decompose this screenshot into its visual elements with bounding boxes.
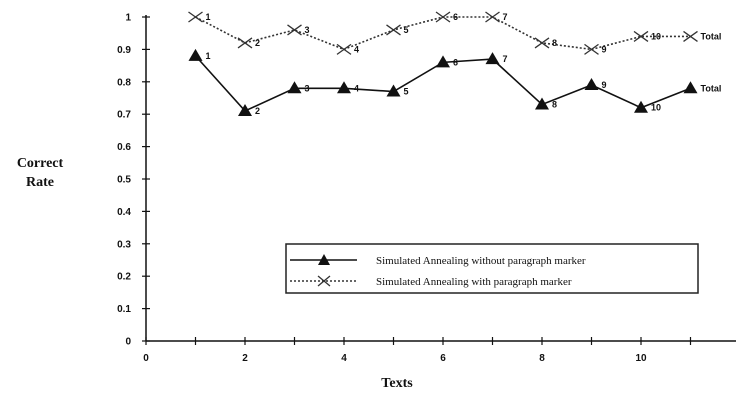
data-point-label: 9 bbox=[602, 80, 607, 90]
data-point-cross bbox=[485, 11, 500, 23]
legend-box bbox=[285, 243, 699, 294]
x-tick-label: 6 bbox=[440, 353, 446, 364]
data-point-cross bbox=[386, 24, 401, 36]
data-point-cross bbox=[534, 37, 550, 49]
data-point-label: 4 bbox=[354, 44, 359, 54]
data-point-label: Total bbox=[701, 83, 722, 93]
y-tick-label: 0.5 bbox=[117, 175, 131, 186]
x-tick-label: 10 bbox=[635, 353, 647, 364]
legend-cross-marker bbox=[317, 275, 331, 287]
data-point-cross bbox=[584, 43, 599, 55]
y-tick-label: 0.2 bbox=[117, 272, 131, 283]
data-point-label: 4 bbox=[354, 83, 359, 93]
data-point-triangle bbox=[337, 81, 351, 94]
y-tick-label: 0.4 bbox=[117, 207, 131, 218]
y-tick-label: 0.6 bbox=[117, 142, 131, 153]
data-point-cross bbox=[188, 11, 203, 23]
legend-triangle-marker bbox=[318, 254, 330, 265]
y-axis-title-line: Rate bbox=[26, 175, 54, 190]
data-point-label: 8 bbox=[552, 99, 557, 109]
series-layer: 1 2 3 4 5 6 7 8 9 10 Total 1 2 3 4 5 6 7 8 9 10 Total bbox=[188, 11, 722, 116]
data-point-triangle bbox=[584, 78, 599, 91]
data-point-triangle bbox=[386, 84, 401, 97]
data-point-cross bbox=[336, 43, 352, 55]
y-tick-label: 0.9 bbox=[117, 45, 131, 56]
y-tick-label: 0.7 bbox=[117, 110, 131, 121]
data-point-triangle bbox=[436, 55, 450, 68]
axes: 00.10.20.30.40.50.60.70.80.910 2 4 6 8 10Text… bbox=[17, 13, 736, 391]
data-point-label: 10 bbox=[651, 103, 661, 113]
data-point-label: 2 bbox=[255, 38, 260, 48]
legend-label-with-marker: Simulated Annealing with paragraph marke… bbox=[376, 276, 572, 288]
data-point-label: 6 bbox=[453, 57, 458, 67]
data-point-cross bbox=[435, 11, 451, 23]
x-tick-label: 8 bbox=[539, 353, 545, 364]
series-line bbox=[195, 16, 691, 51]
legend-label-without-marker: Simulated Annealing without paragraph ma… bbox=[376, 255, 586, 267]
data-point-cross bbox=[237, 37, 253, 49]
data-point-label: 2 bbox=[255, 106, 260, 116]
data-point-triangle bbox=[287, 81, 302, 94]
data-point-label: 5 bbox=[404, 25, 409, 35]
data-point-label: 5 bbox=[404, 87, 409, 97]
data-point-triangle bbox=[485, 52, 500, 65]
x-axis-title: Texts bbox=[381, 376, 413, 391]
series-without-paragraph-marker: 1 2 3 4 5 6 7 8 9 10 Total bbox=[188, 48, 722, 116]
data-point-triangle bbox=[634, 100, 648, 113]
data-point-label: 8 bbox=[552, 38, 557, 48]
x-tick-label: 2 bbox=[242, 353, 248, 364]
x-tick-label: 4 bbox=[341, 353, 347, 364]
data-point-label: 3 bbox=[305, 83, 310, 93]
series-with-paragraph-marker: 1 2 3 4 5 6 7 8 9 10 Total bbox=[188, 11, 722, 55]
y-tick-label: 0 bbox=[125, 337, 131, 348]
data-point-triangle bbox=[238, 103, 252, 116]
data-point-label: 1 bbox=[206, 51, 211, 61]
data-point-label: 7 bbox=[503, 54, 508, 64]
data-point-triangle bbox=[683, 81, 698, 94]
data-point-label: 1 bbox=[206, 12, 211, 22]
data-point-label: 3 bbox=[305, 25, 310, 35]
data-point-cross bbox=[683, 30, 698, 42]
data-point-cross bbox=[287, 24, 302, 36]
data-point-triangle bbox=[535, 97, 549, 110]
data-point-label: 10 bbox=[651, 31, 661, 41]
data-point-label: 7 bbox=[503, 12, 508, 22]
data-point-cross bbox=[633, 30, 649, 42]
data-point-label: 9 bbox=[602, 44, 607, 54]
data-point-label: 6 bbox=[453, 12, 458, 22]
y-tick-label: 1 bbox=[125, 13, 131, 24]
y-axis-title-line: Correct bbox=[17, 156, 64, 171]
data-point-label: Total bbox=[701, 31, 722, 41]
legend: Simulated Annealing without paragraph ma… bbox=[285, 243, 699, 294]
y-tick-label: 0.3 bbox=[117, 239, 131, 250]
data-point-triangle bbox=[188, 48, 203, 61]
y-tick-label: 0.1 bbox=[117, 304, 131, 315]
x-tick-label: 0 bbox=[143, 353, 149, 364]
y-tick-label: 0.8 bbox=[117, 77, 131, 88]
